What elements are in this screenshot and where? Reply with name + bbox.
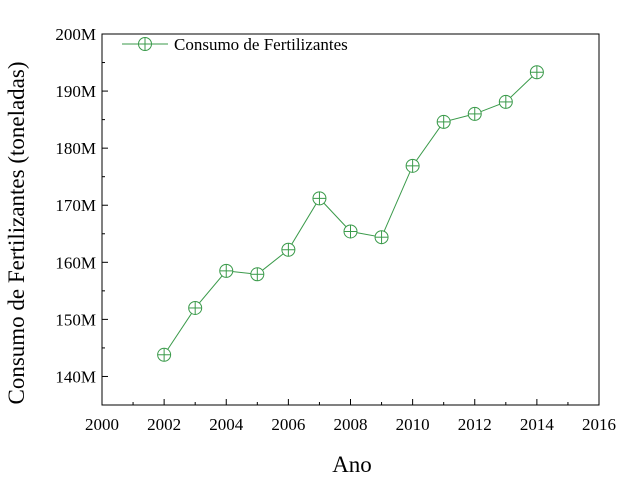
y-tick-label: 160M — [55, 253, 96, 272]
plot-frame — [101, 33, 600, 406]
x-tick-label: 2006 — [271, 415, 305, 434]
data-point — [405, 158, 420, 173]
axes — [101, 33, 600, 406]
y-tick-label: 200M — [55, 25, 96, 44]
y-tick-label: 150M — [55, 310, 96, 329]
y-tick-label: 140M — [55, 367, 96, 386]
x-axis-label: Ano — [332, 452, 372, 477]
data-point — [188, 300, 203, 315]
x-tick-label: 2010 — [396, 415, 430, 434]
series-layer — [157, 65, 544, 362]
data-point — [529, 65, 544, 80]
data-point — [374, 230, 389, 245]
legend-label: Consumo de Fertilizantes — [174, 35, 348, 54]
data-point — [436, 114, 451, 129]
legend: Consumo de Fertilizantes — [122, 35, 348, 54]
data-point — [312, 191, 327, 206]
x-tick-labels: 2000 2002 2004 2006 2008 2010 2012 2014 2016 — [85, 415, 616, 434]
data-point — [467, 106, 482, 121]
y-tick-label: 190M — [55, 82, 96, 101]
tick-marks — [101, 33, 600, 405]
data-point — [281, 242, 296, 257]
y-tick-label: 170M — [55, 196, 96, 215]
y-tick-labels: 140M 150M 160M 170M 180M 190M 200M — [55, 25, 96, 386]
x-tick-label: 2004 — [209, 415, 244, 434]
x-tick-label: 2016 — [582, 415, 616, 434]
x-tick-label: 2002 — [147, 415, 181, 434]
data-point — [157, 347, 172, 362]
data-point — [343, 224, 358, 239]
x-tick-label: 2008 — [334, 415, 368, 434]
data-point — [498, 94, 513, 109]
data-point — [250, 267, 265, 282]
y-axis-label: Consumo de Fertilizantes (toneladas) — [4, 61, 29, 404]
y-tick-label: 180M — [55, 139, 96, 158]
x-tick-label: 2014 — [520, 415, 555, 434]
x-tick-label: 2012 — [458, 415, 492, 434]
data-point — [219, 263, 234, 278]
legend-marker — [138, 37, 152, 51]
x-tick-label: 2000 — [85, 415, 119, 434]
